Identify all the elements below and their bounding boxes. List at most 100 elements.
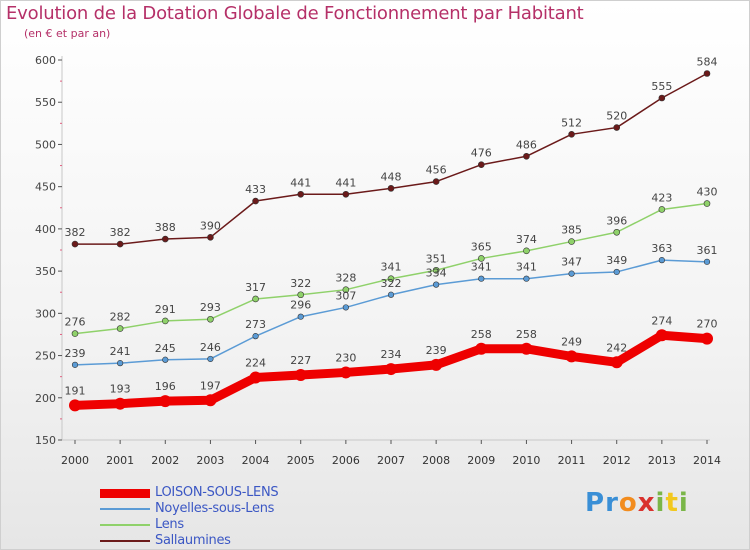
data-label: 239: [426, 344, 447, 357]
data-point: [342, 286, 350, 293]
data-label: 423: [651, 191, 672, 204]
data-label: 322: [381, 277, 402, 290]
data-label: 361: [697, 244, 718, 257]
legend-label: LOISON-SOUS-LENS: [155, 485, 279, 500]
data-label: 365: [471, 240, 492, 253]
data-point: [249, 371, 262, 384]
data-point: [613, 268, 620, 276]
data-point: [71, 361, 79, 368]
data-point: [387, 291, 395, 298]
y-tick-label: 400: [35, 223, 56, 236]
data-label: 239: [65, 347, 86, 360]
y-tick-label: 300: [35, 307, 56, 320]
data-point: [610, 356, 623, 369]
data-label: 441: [290, 176, 311, 189]
data-point: [432, 266, 440, 274]
data-point: [477, 161, 485, 169]
data-point: [387, 185, 395, 192]
series-sallaumines: 382 382 388 390 433 441 441 448 456 476 486 512 520 5…: [65, 56, 718, 248]
data-point: [207, 315, 214, 323]
data-label: 349: [606, 254, 627, 267]
data-point: [523, 275, 530, 282]
data-label: 363: [651, 242, 672, 255]
data-point: [523, 247, 530, 255]
data-label: 196: [155, 380, 176, 393]
logo-letter: x: [637, 488, 656, 518]
data-label: 390: [200, 219, 221, 232]
y-tick-label: 250: [35, 350, 56, 363]
data-label: 433: [245, 183, 266, 196]
data-point: [703, 70, 711, 77]
x-tick-label: 2012: [603, 454, 631, 467]
legend-label: Noyelles-sous-Lens: [155, 501, 275, 516]
logo-letter: i: [678, 488, 689, 518]
x-tick-label: 2000: [61, 454, 89, 467]
x-tick-label: 2011: [558, 454, 586, 467]
x-tick-label: 2002: [151, 454, 179, 467]
data-point: [161, 235, 169, 243]
data-point: [385, 363, 397, 376]
data-label: 456: [426, 164, 447, 177]
legend-label: Lens: [155, 517, 184, 532]
legend-swatch: [100, 524, 150, 526]
data-label: 258: [471, 328, 492, 341]
data-point: [658, 206, 666, 213]
y-tick-label: 500: [35, 138, 56, 151]
data-label: 347: [561, 256, 582, 269]
data-point: [294, 368, 307, 381]
data-label: 430: [697, 186, 718, 199]
data-label: 193: [110, 383, 131, 396]
data-point: [114, 397, 127, 410]
data-point: [568, 270, 575, 277]
data-point: [252, 197, 259, 205]
data-point: [387, 275, 395, 283]
data-point: [658, 257, 665, 264]
data-point: [478, 275, 485, 282]
data-label: 382: [65, 226, 86, 239]
data-point: [655, 329, 668, 342]
x-tick-label: 2007: [377, 454, 405, 467]
data-point: [430, 358, 443, 371]
chart-title: Evolution de la Dotation Globale de Fonc…: [6, 3, 584, 24]
y-tick-label: 550: [35, 96, 56, 109]
data-point: [477, 255, 485, 262]
data-point: [71, 330, 79, 337]
x-tick-label: 2008: [422, 454, 450, 467]
logo-letter: t: [665, 488, 679, 518]
data-label: 246: [200, 341, 221, 354]
logo-letter: o: [618, 488, 638, 518]
data-label: 322: [290, 277, 311, 290]
data-point: [71, 240, 79, 248]
data-point: [520, 342, 533, 355]
data-point: [116, 240, 124, 248]
x-tick-label: 2005: [287, 454, 315, 467]
chart-subtitle: (en € et par an): [24, 27, 111, 40]
x-tick-label: 2006: [332, 454, 360, 467]
data-label: 230: [335, 351, 356, 364]
data-point: [161, 317, 169, 325]
data-point: [339, 366, 352, 379]
data-label: 245: [155, 342, 176, 355]
y-tick-label: 150: [35, 434, 56, 447]
data-label: 555: [651, 80, 672, 93]
data-label: 351: [426, 252, 447, 265]
data-label: 328: [335, 272, 356, 285]
data-label: 317: [245, 281, 266, 294]
data-label: 341: [381, 261, 402, 274]
data-label: 293: [200, 301, 221, 314]
data-label: 448: [381, 170, 402, 183]
data-point: [568, 131, 575, 138]
y-tick-label: 200: [35, 392, 56, 405]
x-tick-label: 2003: [196, 454, 224, 467]
data-point: [658, 94, 666, 102]
data-point: [162, 356, 169, 363]
data-point: [523, 152, 530, 160]
data-label: 276: [65, 316, 86, 329]
data-label: 274: [651, 314, 672, 327]
logo-letter: r: [605, 488, 619, 518]
legend-swatch: [100, 508, 150, 510]
data-point: [207, 355, 214, 363]
data-label: 258: [516, 328, 537, 341]
